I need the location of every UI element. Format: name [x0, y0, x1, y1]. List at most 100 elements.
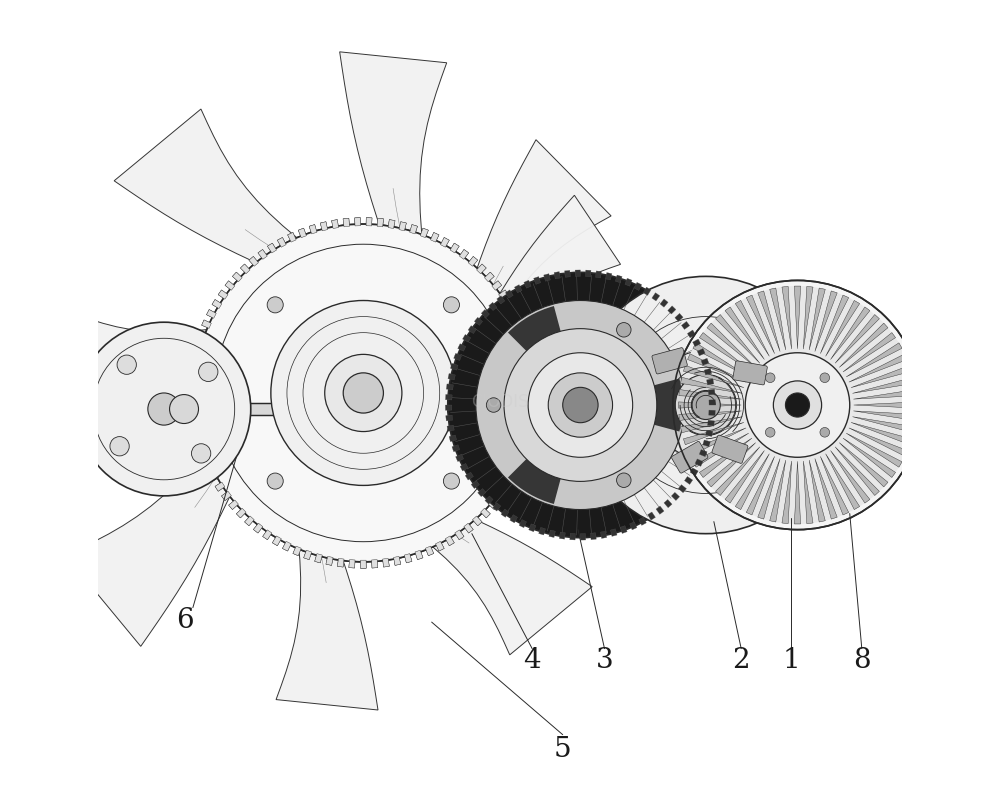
Polygon shape — [510, 310, 520, 319]
Polygon shape — [680, 418, 742, 434]
Polygon shape — [472, 516, 482, 526]
Polygon shape — [499, 291, 508, 300]
Circle shape — [170, 395, 199, 424]
Polygon shape — [519, 520, 527, 528]
Polygon shape — [524, 281, 531, 289]
Polygon shape — [464, 524, 473, 533]
Polygon shape — [478, 489, 486, 497]
Polygon shape — [440, 238, 449, 248]
Polygon shape — [505, 300, 515, 309]
Polygon shape — [493, 503, 501, 512]
Polygon shape — [508, 473, 517, 482]
Polygon shape — [206, 310, 216, 319]
Polygon shape — [383, 559, 389, 568]
Polygon shape — [668, 307, 676, 315]
Circle shape — [651, 351, 760, 460]
Polygon shape — [695, 459, 703, 467]
Polygon shape — [394, 556, 401, 565]
Polygon shape — [399, 222, 406, 231]
Polygon shape — [716, 315, 760, 364]
Wedge shape — [508, 406, 580, 504]
Polygon shape — [520, 331, 529, 339]
Polygon shape — [683, 366, 744, 388]
Polygon shape — [240, 265, 250, 275]
Polygon shape — [188, 388, 196, 393]
Circle shape — [191, 444, 211, 463]
Polygon shape — [853, 390, 916, 400]
Circle shape — [675, 375, 736, 436]
Polygon shape — [708, 389, 715, 395]
Polygon shape — [554, 272, 560, 279]
Polygon shape — [652, 293, 660, 302]
Polygon shape — [794, 462, 801, 524]
Polygon shape — [835, 315, 879, 364]
FancyBboxPatch shape — [672, 442, 708, 474]
Polygon shape — [809, 460, 825, 523]
Polygon shape — [388, 220, 395, 229]
Text: 6: 6 — [176, 606, 194, 634]
Polygon shape — [521, 442, 531, 450]
Polygon shape — [610, 529, 617, 536]
Polygon shape — [495, 491, 505, 501]
Polygon shape — [630, 522, 637, 530]
Polygon shape — [502, 483, 512, 491]
Polygon shape — [232, 273, 242, 283]
Circle shape — [773, 381, 822, 430]
Polygon shape — [263, 530, 272, 540]
Polygon shape — [190, 421, 199, 428]
Polygon shape — [372, 560, 378, 569]
Circle shape — [267, 474, 283, 490]
Polygon shape — [849, 428, 907, 457]
Polygon shape — [843, 333, 896, 373]
Polygon shape — [436, 542, 444, 552]
Circle shape — [691, 391, 720, 420]
Polygon shape — [455, 530, 464, 540]
Polygon shape — [690, 468, 698, 476]
Polygon shape — [452, 445, 460, 452]
Polygon shape — [315, 554, 322, 563]
Polygon shape — [372, 560, 378, 569]
Polygon shape — [705, 430, 713, 437]
Circle shape — [110, 437, 129, 456]
Polygon shape — [735, 454, 769, 510]
Polygon shape — [675, 314, 683, 322]
Circle shape — [820, 373, 830, 383]
Polygon shape — [502, 483, 512, 491]
Circle shape — [443, 297, 459, 313]
Polygon shape — [222, 491, 231, 501]
Circle shape — [745, 353, 850, 458]
Circle shape — [343, 373, 383, 414]
Polygon shape — [678, 485, 686, 493]
Polygon shape — [202, 320, 211, 329]
Polygon shape — [639, 518, 646, 526]
Polygon shape — [656, 507, 664, 515]
Circle shape — [271, 301, 456, 486]
Polygon shape — [194, 342, 203, 350]
Polygon shape — [530, 376, 538, 382]
Polygon shape — [236, 508, 246, 518]
Circle shape — [117, 356, 136, 375]
Polygon shape — [193, 432, 202, 439]
Circle shape — [563, 388, 598, 423]
Polygon shape — [707, 421, 715, 426]
Polygon shape — [526, 353, 535, 361]
Polygon shape — [425, 546, 434, 556]
Circle shape — [308, 397, 334, 422]
Polygon shape — [200, 453, 209, 461]
Circle shape — [504, 329, 657, 482]
Polygon shape — [189, 410, 198, 417]
Polygon shape — [831, 308, 870, 360]
Polygon shape — [688, 354, 746, 383]
Polygon shape — [679, 402, 741, 409]
Polygon shape — [399, 222, 406, 231]
Polygon shape — [849, 354, 907, 383]
Polygon shape — [831, 451, 870, 503]
Circle shape — [548, 373, 613, 438]
Polygon shape — [853, 418, 914, 434]
Circle shape — [528, 353, 633, 458]
Polygon shape — [501, 509, 509, 518]
Circle shape — [325, 355, 402, 432]
Polygon shape — [701, 359, 709, 366]
Wedge shape — [580, 379, 683, 432]
Polygon shape — [425, 546, 434, 556]
